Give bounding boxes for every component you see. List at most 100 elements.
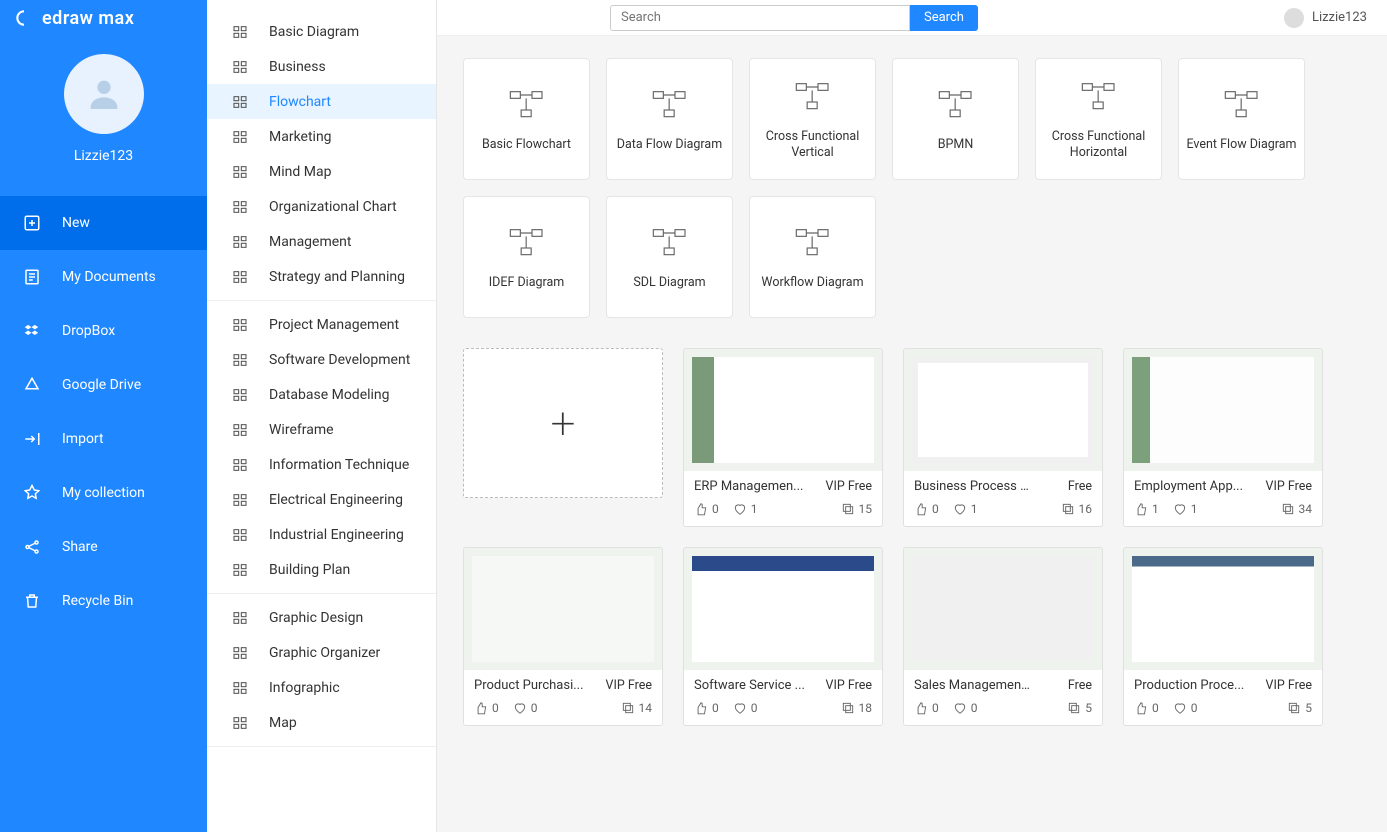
category-label: Wireframe bbox=[269, 422, 334, 438]
favorite-count[interactable]: 0 bbox=[953, 701, 978, 715]
data-flow-diagram-icon bbox=[650, 85, 690, 125]
copy-count[interactable]: 18 bbox=[841, 701, 873, 715]
sdl-diagram-icon bbox=[650, 223, 690, 263]
favorite-count[interactable]: 0 bbox=[733, 701, 758, 715]
diagram-type-label: Workflow Diagram bbox=[761, 275, 863, 291]
nav-item-dropbox[interactable]: DropBox bbox=[0, 304, 207, 358]
category-label: Mind Map bbox=[269, 164, 331, 180]
template-title: Sales Management C... bbox=[914, 678, 1034, 693]
nav-item-import[interactable]: Import bbox=[0, 412, 207, 466]
sidebar-categories: Basic Diagram BusinessFlowchartMarketing M… bbox=[207, 0, 437, 832]
nav-item-my-documents[interactable]: My Documents bbox=[0, 250, 207, 304]
user-chip[interactable]: Lizzie123 bbox=[1284, 8, 1367, 28]
category-management[interactable]: Management bbox=[207, 224, 436, 259]
template-sales[interactable]: Sales Management C...Free005 bbox=[903, 547, 1103, 726]
copy-count[interactable]: 15 bbox=[841, 502, 873, 516]
nav-item-new[interactable]: New bbox=[0, 196, 207, 250]
diagram-type-cross-functional-horizontal[interactable]: Cross Functional Horizontal bbox=[1035, 58, 1162, 180]
diagram-type-workflow-diagram[interactable]: Workflow Diagram bbox=[749, 196, 876, 318]
like-count[interactable]: 0 bbox=[474, 701, 499, 715]
diagram-type-idef-diagram[interactable]: IDEF Diagram bbox=[463, 196, 590, 318]
favorite-count[interactable]: 0 bbox=[513, 701, 538, 715]
copy-count[interactable]: 14 bbox=[621, 701, 653, 715]
copy-count[interactable]: 16 bbox=[1061, 502, 1093, 516]
nav-item-share[interactable]: Share bbox=[0, 520, 207, 574]
category-label: Organizational Chart bbox=[269, 199, 397, 215]
sidebar-primary: edraw max Lizzie123 NewMy DocumentsDropB… bbox=[0, 0, 207, 832]
diagram-type-event-flow-diagram[interactable]: Event Flow Diagram bbox=[1178, 58, 1305, 180]
like-count[interactable]: 0 bbox=[694, 502, 719, 516]
category-graphic-organizer[interactable]: Graphic Organizer bbox=[207, 635, 436, 670]
favorite-count[interactable]: 1 bbox=[953, 502, 978, 516]
template-title: ERP Managemen... bbox=[694, 479, 803, 494]
diagram-type-grid: Basic Flowchart Data Flow Diagram Cross Fu… bbox=[463, 58, 1361, 318]
diagram-type-data-flow-diagram[interactable]: Data Flow Diagram bbox=[606, 58, 733, 180]
mind-map-icon bbox=[231, 163, 249, 181]
industrial-engineering-icon bbox=[231, 526, 249, 544]
category-graphic-design[interactable]: Graphic Design bbox=[207, 600, 436, 635]
nav-label: Share bbox=[62, 539, 98, 555]
template-bpmn[interactable]: Business Process Mo...Free0116 bbox=[903, 348, 1103, 527]
category-label: Infographic bbox=[269, 680, 340, 696]
category-wireframe[interactable]: Wireframe bbox=[207, 412, 436, 447]
category-business[interactable]: Business bbox=[207, 49, 436, 84]
category-infographic[interactable]: Infographic bbox=[207, 670, 436, 705]
category-label: Basic Diagram bbox=[269, 24, 359, 40]
favorite-count[interactable]: 1 bbox=[1173, 502, 1198, 516]
idef-diagram-icon bbox=[507, 223, 547, 263]
diagram-type-basic-flowchart[interactable]: Basic Flowchart bbox=[463, 58, 590, 180]
category-map[interactable]: Map bbox=[207, 705, 436, 740]
category-label: Project Management bbox=[269, 317, 399, 333]
template-badge: VIP Free bbox=[826, 678, 872, 693]
copy-count[interactable]: 5 bbox=[1287, 701, 1312, 715]
template-blank[interactable]: + bbox=[463, 348, 663, 498]
user-profile[interactable]: Lizzie123 bbox=[0, 36, 207, 178]
copy-count[interactable]: 5 bbox=[1067, 701, 1092, 715]
search-button[interactable]: Search bbox=[910, 5, 978, 31]
category-database-modeling[interactable]: Database Modeling bbox=[207, 377, 436, 412]
logo-icon bbox=[14, 8, 34, 28]
category-basic-diagram[interactable]: Basic Diagram bbox=[207, 14, 436, 49]
nav-item-my-collection[interactable]: My collection bbox=[0, 466, 207, 520]
nav-item-recycle-bin[interactable]: Recycle Bin bbox=[0, 574, 207, 628]
template-software[interactable]: Software Service ...VIP Free0018 bbox=[683, 547, 883, 726]
like-count[interactable]: 0 bbox=[914, 502, 939, 516]
category-strategy-planning[interactable]: Strategy and Planning bbox=[207, 259, 436, 294]
template-product[interactable]: Product Purchasi...VIP Free0014 bbox=[463, 547, 663, 726]
template-info: ERP Managemen...VIP Free0115 bbox=[684, 471, 882, 526]
like-count[interactable]: 1 bbox=[1134, 502, 1159, 516]
diagram-type-label: IDEF Diagram bbox=[489, 275, 565, 291]
favorite-count[interactable]: 0 bbox=[1173, 701, 1198, 715]
category-information-technique[interactable]: Information Technique bbox=[207, 447, 436, 482]
cross-functional-horizontal-icon bbox=[1079, 77, 1119, 117]
like-count[interactable]: 0 bbox=[1134, 701, 1159, 715]
template-erp[interactable]: ERP Managemen...VIP Free0115 bbox=[683, 348, 883, 527]
category-software-development[interactable]: Software Development bbox=[207, 342, 436, 377]
diagram-type-sdl-diagram[interactable]: SDL Diagram bbox=[606, 196, 733, 318]
category-mind-map[interactable]: Mind Map bbox=[207, 154, 436, 189]
category-organizational-chart[interactable]: Organizational Chart bbox=[207, 189, 436, 224]
search-input[interactable] bbox=[610, 5, 910, 31]
category-industrial-engineering[interactable]: Industrial Engineering bbox=[207, 517, 436, 552]
nav-primary: New My Documents DropBox Google Drive Import… bbox=[0, 196, 207, 628]
category-electrical-engineering[interactable]: Electrical Engineering bbox=[207, 482, 436, 517]
nav-label: My Documents bbox=[62, 269, 156, 285]
category-group-design: Graphic DesignGraphic Organizer Infograph… bbox=[207, 594, 436, 747]
category-flowchart[interactable]: Flowchart bbox=[207, 84, 436, 119]
diagram-type-cross-functional-vertical[interactable]: Cross Functional Vertical bbox=[749, 58, 876, 180]
diagram-type-label: Data Flow Diagram bbox=[617, 137, 722, 153]
nav-item-google-drive[interactable]: Google Drive bbox=[0, 358, 207, 412]
template-info: Business Process Mo...Free0116 bbox=[904, 471, 1102, 526]
category-building-plan[interactable]: Building Plan bbox=[207, 552, 436, 587]
template-production[interactable]: Production Proce...VIP Free005 bbox=[1123, 547, 1323, 726]
business-icon bbox=[231, 58, 249, 76]
like-count[interactable]: 0 bbox=[914, 701, 939, 715]
category-marketing[interactable]: Marketing bbox=[207, 119, 436, 154]
nav-label: Google Drive bbox=[62, 377, 141, 393]
copy-count[interactable]: 34 bbox=[1281, 502, 1313, 516]
like-count[interactable]: 0 bbox=[694, 701, 719, 715]
category-project-management[interactable]: Project Management bbox=[207, 307, 436, 342]
diagram-type-bpmn[interactable]: BPMN bbox=[892, 58, 1019, 180]
favorite-count[interactable]: 1 bbox=[733, 502, 758, 516]
template-employment[interactable]: Employment App...VIP Free1134 bbox=[1123, 348, 1323, 527]
